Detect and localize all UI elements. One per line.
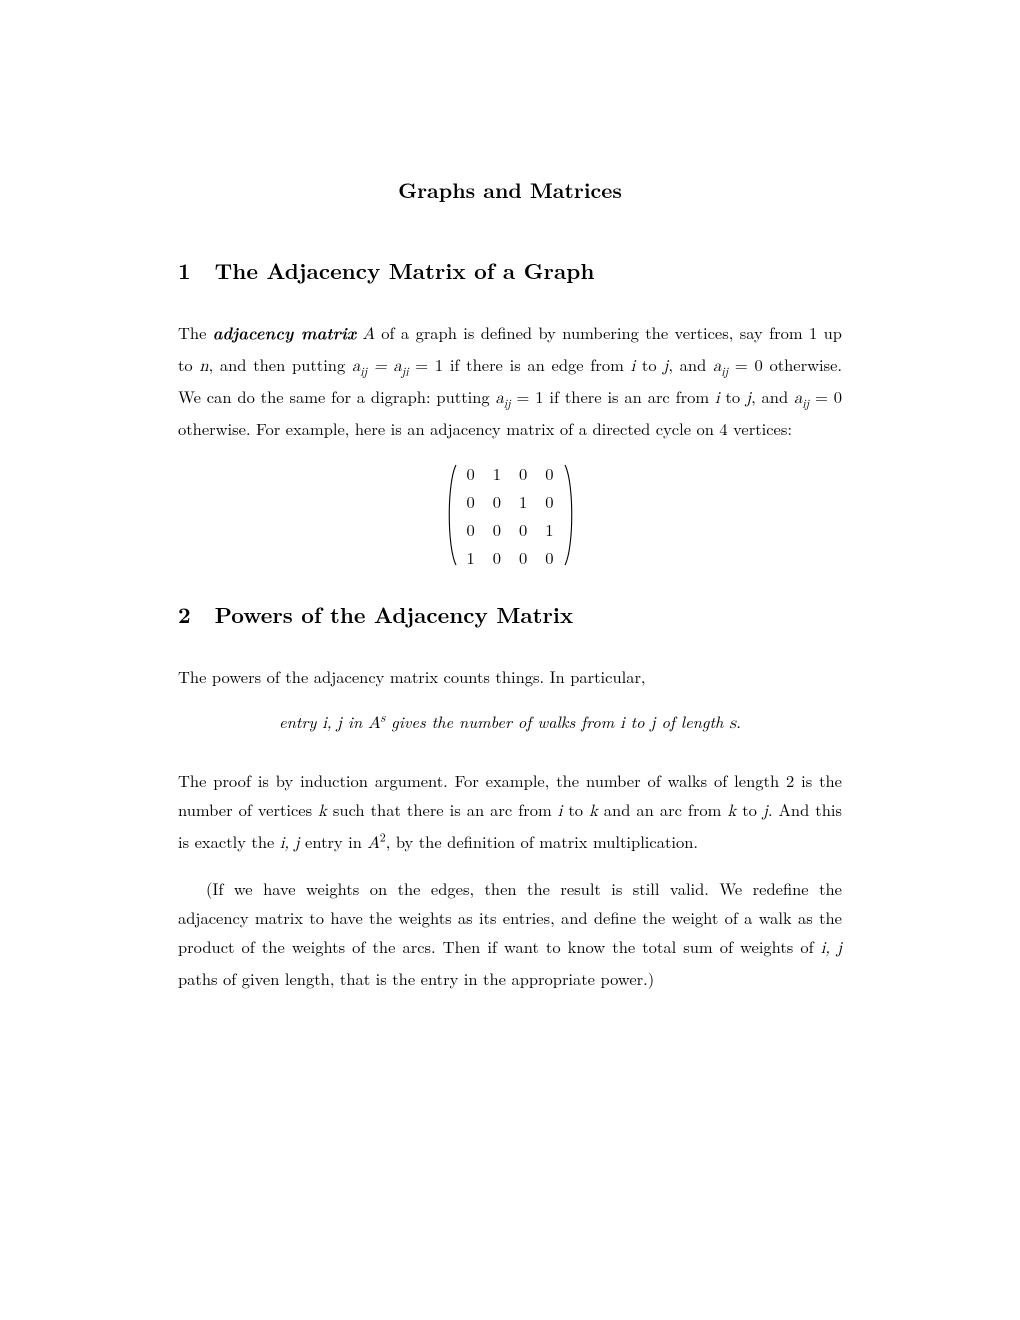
- text: such that there is an arc from: [327, 797, 558, 821]
- text: if there is an edge from: [443, 352, 631, 376]
- text: and an arc from: [598, 797, 728, 821]
- text: gives the number of walks from: [385, 709, 620, 733]
- matrix-cell: 0: [536, 543, 562, 571]
- text: , by the definition of matrix multiplica…: [386, 829, 698, 853]
- text: , and: [751, 384, 794, 408]
- right-paren-icon: [563, 459, 577, 571]
- text: to: [720, 384, 746, 408]
- matrix-cell: 1: [510, 487, 536, 515]
- var-A: A: [367, 836, 379, 852]
- left-paren-icon: [444, 459, 458, 571]
- paragraph-3: The proof is by induction argument. For …: [178, 766, 842, 859]
- var-ij: i, j: [821, 941, 842, 957]
- text: .: [736, 709, 741, 733]
- matrix-cell: 0: [510, 543, 536, 571]
- section-2-heading: 2 Powers of the Adjacency Matrix: [178, 599, 842, 630]
- section-heading-text: Powers of the Adjacency Matrix: [215, 599, 574, 630]
- text: to: [635, 352, 663, 376]
- text: if there is an arc from: [544, 384, 715, 408]
- section-number: 1: [178, 255, 191, 286]
- matrix-cell: 1: [536, 515, 562, 543]
- matrix-cell: 0: [510, 459, 536, 487]
- matrix-cell: 1: [458, 543, 484, 571]
- var-k: k: [318, 804, 327, 820]
- term-adjacency-matrix: adjacency matrix: [213, 321, 356, 345]
- eq-end: = 1: [511, 384, 544, 408]
- statement: entry i, j in As gives the number of wal…: [178, 708, 842, 737]
- document-title: Graphs and Matrices: [178, 175, 842, 205]
- text: of length: [656, 709, 730, 733]
- eq-end: = 0: [728, 352, 763, 376]
- matrix-cell: 0: [484, 487, 510, 515]
- matrix-cell: 0: [536, 487, 562, 515]
- matrix-cell: 0: [458, 459, 484, 487]
- matrix-row: 0 0 1 0: [458, 487, 563, 515]
- matrix-container: 0 1 0 0 0 0 1 0 0 0 0 1 1: [444, 459, 577, 571]
- matrix-cell: 0: [484, 543, 510, 571]
- matrix-cell: 0: [510, 515, 536, 543]
- matrix-table: 0 1 0 0 0 0 1 0 0 0 0 1 1: [458, 459, 563, 571]
- matrix-cell: 0: [484, 515, 510, 543]
- var-k: k: [589, 804, 598, 820]
- matrix-row: 0 1 0 0: [458, 459, 563, 487]
- paragraph-2: The powers of the adjacency matrix count…: [178, 662, 842, 691]
- var-ij: i, j: [322, 716, 342, 732]
- eq: aij: [713, 359, 728, 375]
- matrix-cell: 0: [458, 487, 484, 515]
- var-A: A: [368, 716, 380, 732]
- eq-end: = 0: [809, 384, 842, 408]
- text: The powers of the adjacency matrix count…: [178, 664, 646, 688]
- matrix-row: 0 0 0 1: [458, 515, 563, 543]
- text: , and: [668, 352, 713, 376]
- eq-end: = 1: [409, 352, 444, 376]
- paragraph-1: The adjacency matrix A of a graph is def…: [178, 318, 842, 443]
- var-k: k: [727, 804, 736, 820]
- eq: aij: [794, 391, 809, 407]
- text: (If we have weights on the edges, then t…: [178, 876, 842, 958]
- text: entry: [279, 709, 322, 733]
- matrix-cell: 1: [484, 459, 510, 487]
- var-n: n: [199, 359, 208, 375]
- section-number: 2: [178, 599, 191, 630]
- text: otherwise. For example, here is an adjac…: [178, 416, 792, 440]
- matrix-cell: 0: [536, 459, 562, 487]
- text: to: [736, 797, 763, 821]
- var-A: A: [363, 327, 375, 343]
- document-page: Graphs and Matrices 1 The Adjacency Matri…: [0, 0, 1020, 1109]
- eq: aij: [496, 391, 511, 407]
- section-1-heading: 1 The Adjacency Matrix of a Graph: [178, 255, 842, 286]
- eq: aij = aji: [352, 359, 409, 375]
- paragraph-4: (If we have weights on the edges, then t…: [178, 874, 842, 993]
- text: entry in: [300, 829, 368, 853]
- matrix-display: 0 1 0 0 0 0 1 0 0 0 0 1 1: [178, 459, 842, 571]
- matrix-cell: 0: [458, 515, 484, 543]
- text: paths of given length, that is the entry…: [178, 966, 654, 990]
- text: to: [562, 797, 589, 821]
- var-ij: i, j: [280, 836, 300, 852]
- section-heading-text: The Adjacency Matrix of a Graph: [215, 255, 595, 286]
- text: to: [625, 709, 651, 733]
- matrix-row: 1 0 0 0: [458, 543, 563, 571]
- text: in: [342, 709, 368, 733]
- text: , and then putting: [209, 352, 352, 376]
